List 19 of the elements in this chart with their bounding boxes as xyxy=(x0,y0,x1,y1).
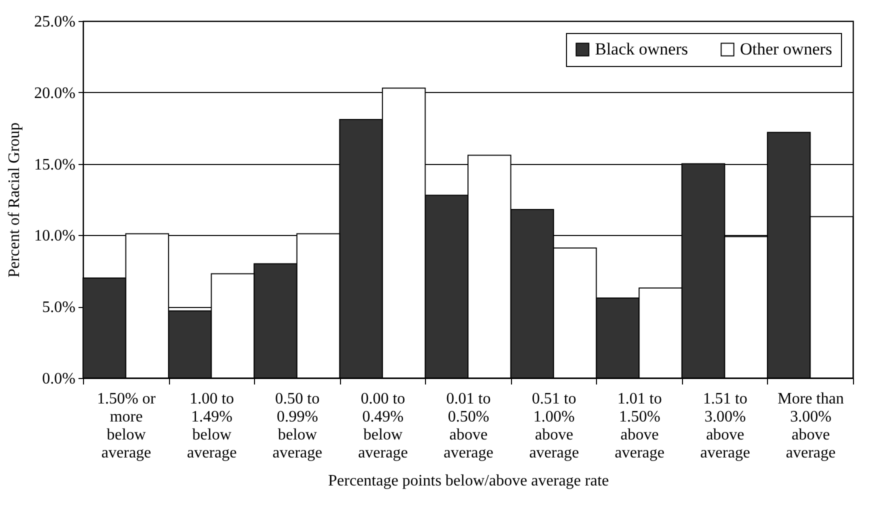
y-tick-label: 15.0% xyxy=(34,156,76,174)
y-tick-label: 0.0% xyxy=(42,370,76,388)
x-tick-label: 1.01 to 1.50% above average xyxy=(614,390,664,462)
legend-label: Black owners xyxy=(595,40,688,59)
x-tick-label: 1.50% or more below average xyxy=(96,390,156,462)
x-axis-title: Percentage points below/above average rate xyxy=(328,472,609,490)
x-tick-label: 0.01 to 0.50% above average xyxy=(444,390,494,462)
y-tick-label: 5.0% xyxy=(42,299,76,316)
x-tick-label: More than 3.00% above average xyxy=(778,390,844,462)
y-tick-label: 10.0% xyxy=(34,228,76,245)
x-tick-label: 0.00 to 0.49% below average xyxy=(358,390,408,462)
legend-label: Other owners xyxy=(740,40,832,59)
y-tick-label: 20.0% xyxy=(34,84,76,102)
y-tick-label: 25.0% xyxy=(34,14,76,30)
y-axis-title: Percent of Racial Group xyxy=(6,122,24,278)
x-tick-label: 0.51 to 1.00% above average xyxy=(529,390,579,462)
x-tick-label: 1.51 to 3.00% above average xyxy=(700,390,750,462)
x-tick-label: 1.00 to 1.49% below average xyxy=(186,390,237,462)
x-tick-label: 0.50 to 0.99% below average xyxy=(272,390,322,462)
